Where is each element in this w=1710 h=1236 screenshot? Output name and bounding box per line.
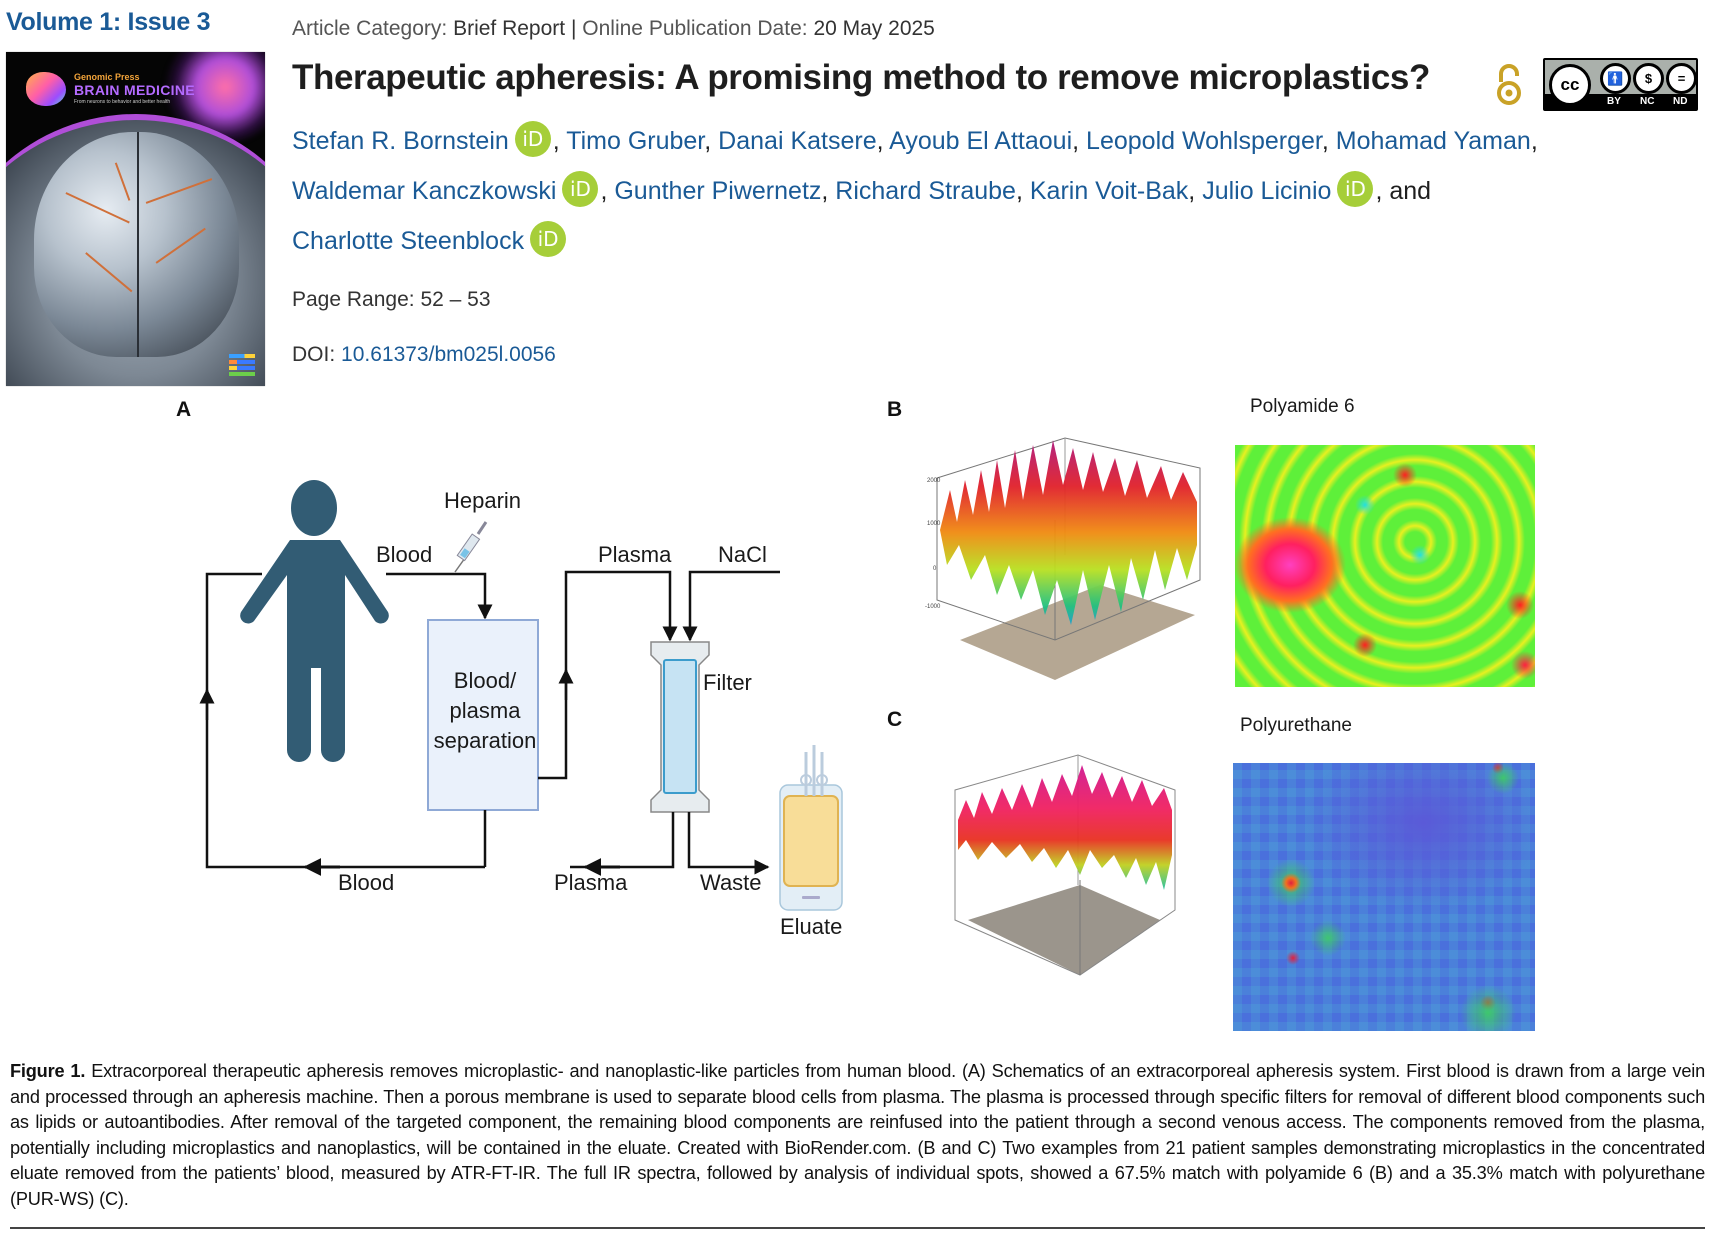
cover-brain-illustration [34,132,239,357]
orcid-icon[interactable]: iD [514,121,551,158]
by-attribution-icon: 🚹 [1600,63,1631,94]
panel-c-chemical-map [1233,763,1535,1031]
cover-tagline: From neurons to behavior and better heal… [74,99,171,105]
page-range-label: Page Range: [292,288,415,311]
caption-text: Extracorporeal therapeutic apheresis rem… [10,1061,1705,1209]
caption-divider [10,1227,1705,1229]
journal-cover-image[interactable]: Genomic Press BRAIN MEDICINE From neuron… [6,52,265,386]
label-separation-line: Blood/ [453,668,517,693]
svg-text:-1000: -1000 [925,604,941,610]
panel-b-chemical-map [1235,445,1535,687]
author-link[interactable]: Leopold Wohlsperger [1086,127,1322,155]
svg-text:0: 0 [933,566,937,572]
author-link[interactable]: Charlotte Steenblock [292,227,525,255]
doi-link[interactable]: 10.61373/bm025l.0056 [341,343,556,366]
figure-1: A [0,390,1710,1031]
label-plasma-bottom: Plasma [554,870,628,895]
license-nc-label: NC [1640,96,1655,107]
author-link[interactable]: Mohamad Yaman [1335,127,1531,155]
date-label: Online Publication Date: [582,17,808,40]
page-range-value: 52 – 53 [420,288,491,311]
author-list: Stefan R. Bornstein iD, Timo Gruber, Dana… [292,116,1692,266]
cover-publisher: Genomic Press [74,72,140,82]
issue-label[interactable]: Volume 1: Issue 3 [6,8,211,36]
panel-b-3d-surface-plot: 2000 1000 0 -1000 [925,437,1201,680]
cc-icon: cc [1549,64,1591,106]
author-link[interactable]: Karin Voit-Bak [1029,177,1189,205]
label-nacl: NaCl [718,542,767,567]
panel-b-title: Polyamide 6 [1250,396,1355,417]
open-access-lock-icon [1497,64,1521,105]
caption-label: Figure 1. [10,1061,86,1081]
orcid-icon[interactable]: iD [562,171,599,208]
eluate-bag-icon [779,745,843,911]
author-link[interactable]: Ayoub El Attaoui [889,127,1073,155]
apheresis-schematic [199,480,843,911]
article-title: Therapeutic apheresis: A promising metho… [292,58,1430,97]
svg-text:2000: 2000 [927,478,941,484]
author-link[interactable]: Danai Katsere [718,127,877,155]
license-nd-label: ND [1673,96,1688,107]
nc-noncommercial-icon: $ [1633,63,1664,94]
author-link[interactable]: Stefan R. Bornstein [292,127,509,155]
doi-label: DOI: [292,343,336,366]
label-blood-out: Blood [338,870,395,895]
doi: DOI: 10.61373/bm025l.0056 [292,343,556,367]
panel-c-3d-surface-plot [954,754,1176,976]
panel-c-title: Polyurethane [1240,715,1352,736]
patient-person-icon [240,480,389,762]
category-value: Brief Report [453,17,566,40]
label-separation: Blood/ plasma separation [430,666,540,756]
license-by-label: BY [1607,96,1621,107]
label-separation-line: separation [433,728,537,753]
panel-b-letter: B [887,398,903,421]
category-label: Article Category: [292,17,448,40]
orcid-icon[interactable]: iD [1337,171,1374,208]
filter-column-icon [650,641,710,813]
label-heparin: Heparin [444,488,522,513]
label-plasma-top: Plasma [598,542,672,567]
author-link[interactable]: Richard Straube [835,177,1016,205]
article-meta: Article Category: Brief Report | Online … [292,17,935,41]
author-link[interactable]: Julio Licinio [1202,177,1332,205]
label-eluate: Eluate [780,914,843,939]
svg-text:1000: 1000 [927,521,941,527]
syringe-icon [454,521,488,573]
author-link[interactable]: Timo Gruber [566,127,705,155]
cover-journal-name: BRAIN MEDICINE [74,82,195,98]
label-filter: Filter [703,670,752,695]
author-link[interactable]: Gunther Piwernetz [614,177,822,205]
meta-separator: | [570,17,577,40]
figure-caption: Figure 1. Extracorporeal therapeutic aph… [10,1059,1705,1212]
author-link[interactable]: Waldemar Kanczkowski [292,177,557,205]
publication-date: 20 May 2025 [813,17,935,40]
orcid-icon[interactable]: iD [530,221,567,258]
label-separation-line: plasma [449,698,521,723]
and-conjunction: , and [1375,177,1432,205]
panel-c-letter: C [887,708,903,731]
cc-by-nc-nd-icon[interactable]: cc 🚹 $ = BY NC ND [1543,58,1698,111]
panel-a-letter: A [176,398,192,421]
page-range: Page Range: 52 – 53 [292,288,491,312]
journal-logo-icon [26,72,66,106]
label-waste: Waste [700,870,762,895]
nd-noderivatives-icon: = [1666,63,1697,94]
publisher-mark-icon [229,354,255,376]
label-blood-in: Blood [376,542,433,567]
